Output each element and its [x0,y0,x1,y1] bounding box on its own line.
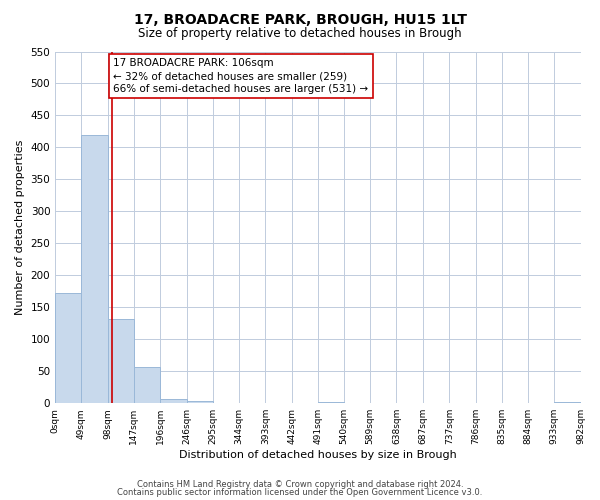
Bar [55,292,82,403]
Text: Contains HM Land Registry data © Crown copyright and database right 2024.: Contains HM Land Registry data © Crown c… [137,480,463,489]
Y-axis label: Number of detached properties: Number of detached properties [15,140,25,315]
Text: Size of property relative to detached houses in Brough: Size of property relative to detached ho… [138,28,462,40]
Bar [187,400,213,403]
Bar [107,320,134,403]
Text: 17, BROADACRE PARK, BROUGH, HU15 1LT: 17, BROADACRE PARK, BROUGH, HU15 1LT [133,12,467,26]
Bar [318,402,344,403]
Text: Contains public sector information licensed under the Open Government Licence v3: Contains public sector information licen… [118,488,482,497]
Text: 17 BROADACRE PARK: 106sqm
← 32% of detached houses are smaller (259)
66% of semi: 17 BROADACRE PARK: 106sqm ← 32% of detac… [113,58,368,94]
X-axis label: Distribution of detached houses by size in Brough: Distribution of detached houses by size … [179,450,457,460]
Bar [82,134,107,403]
Bar [134,367,160,403]
Bar [160,398,187,403]
Bar [554,402,581,403]
